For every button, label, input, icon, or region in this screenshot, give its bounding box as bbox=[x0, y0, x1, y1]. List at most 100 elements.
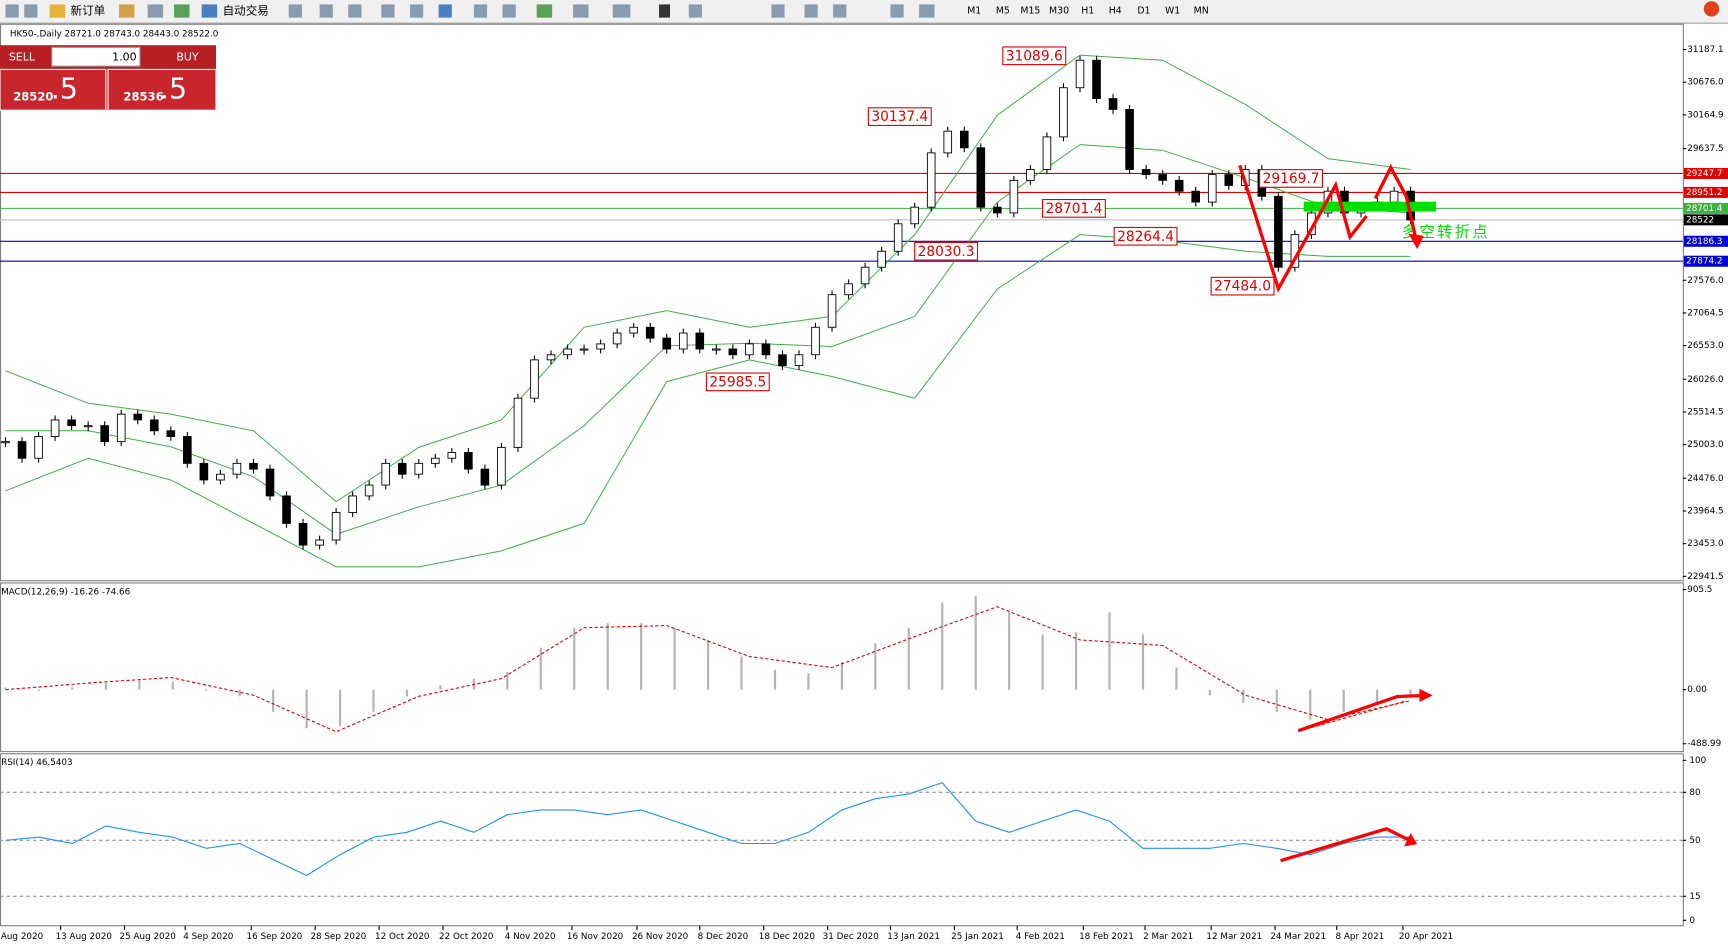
candle-body bbox=[993, 206, 1002, 214]
macd-bar bbox=[1275, 689, 1278, 712]
macd-bar bbox=[907, 627, 910, 690]
candle-body bbox=[959, 130, 969, 149]
new-order-button[interactable]: 新订单 bbox=[71, 4, 106, 18]
candle-body bbox=[67, 419, 76, 427]
x-tick-label: 18 Dec 2020 bbox=[759, 932, 816, 942]
buy-label[interactable]: BUY bbox=[176, 50, 199, 63]
y-tick-label: 0 bbox=[1689, 916, 1695, 926]
y-tick-label: 0.00 bbox=[1687, 685, 1707, 695]
macd-bar bbox=[974, 595, 977, 690]
macd-bar bbox=[640, 623, 643, 690]
arrow-head bbox=[1408, 233, 1424, 250]
y-tick-label: 26026.0 bbox=[1687, 375, 1724, 385]
volume-input[interactable] bbox=[51, 46, 141, 67]
price-annotation-box bbox=[1002, 46, 1067, 66]
icon bbox=[688, 4, 702, 18]
buy-price: 28536 bbox=[123, 89, 163, 103]
x-tick-label: 2 Mar 2021 bbox=[1143, 932, 1193, 942]
auto-trading-button[interactable]: 自动交易 bbox=[223, 4, 269, 18]
candle-body bbox=[778, 354, 787, 367]
candle-body bbox=[431, 457, 440, 464]
candle-body bbox=[827, 294, 837, 328]
candle-body bbox=[1009, 179, 1019, 214]
y-tick-label: 27576.0 bbox=[1687, 276, 1724, 286]
icon bbox=[890, 4, 904, 18]
candle-body bbox=[149, 419, 159, 432]
timeframe-button[interactable]: M5 bbox=[996, 6, 1010, 17]
x-tick-label: 4 Sep 2020 bbox=[183, 932, 234, 942]
macd-bar bbox=[305, 689, 308, 729]
notification-icon[interactable] bbox=[1703, 1, 1720, 17]
timeframe-button[interactable]: MN bbox=[1194, 6, 1209, 17]
icon bbox=[201, 4, 218, 18]
macd-bar bbox=[439, 685, 442, 690]
timeframe-button[interactable]: W1 bbox=[1165, 6, 1180, 17]
price-annotation-box bbox=[867, 107, 932, 126]
timeframe-button[interactable]: H4 bbox=[1109, 6, 1122, 17]
candle-body bbox=[910, 206, 919, 225]
candle-body bbox=[1026, 169, 1035, 181]
icon bbox=[119, 4, 135, 18]
macd-bar bbox=[1342, 689, 1345, 712]
price-annotation-box bbox=[1041, 198, 1106, 218]
y-tick-label: 30676.0 bbox=[1687, 78, 1724, 88]
candle-body bbox=[1207, 174, 1217, 203]
candle-body bbox=[612, 332, 622, 345]
icon bbox=[147, 4, 164, 18]
y-tick-label: 23453.0 bbox=[1687, 539, 1724, 549]
buy-button[interactable] bbox=[107, 68, 217, 111]
timeframe-button[interactable]: M30 bbox=[1049, 6, 1069, 17]
sell-price: 28520 bbox=[13, 89, 53, 103]
icon bbox=[502, 4, 516, 18]
macd-bar bbox=[104, 683, 107, 690]
sell-button[interactable] bbox=[0, 68, 107, 111]
candle-body bbox=[232, 462, 242, 475]
price-annotation: 28701.4 bbox=[1045, 201, 1102, 217]
macd-bar bbox=[1141, 634, 1145, 690]
icon bbox=[174, 4, 190, 18]
timeframe-button[interactable]: M1 bbox=[967, 6, 981, 17]
macd-bar bbox=[1242, 689, 1245, 703]
x-tick-label: 8 Apr 2021 bbox=[1336, 932, 1385, 942]
panel-frame bbox=[0, 23, 1684, 582]
volume[interactable]: 1.00 bbox=[112, 50, 137, 63]
candle-body bbox=[364, 484, 374, 497]
icon bbox=[319, 4, 333, 18]
macd-bar bbox=[807, 673, 810, 690]
candle-body bbox=[844, 283, 853, 296]
candle-body bbox=[331, 512, 341, 541]
icon bbox=[659, 4, 671, 18]
icon bbox=[438, 4, 452, 18]
candle-body bbox=[860, 266, 870, 285]
y-tick-label: 15 bbox=[1689, 892, 1700, 902]
candle-body bbox=[645, 326, 655, 339]
chart-title: HK50-,Daily 28721.0 28743.0 28443.0 2852… bbox=[10, 30, 219, 40]
candle-body bbox=[893, 223, 903, 252]
price-annotation: 27484.0 bbox=[1214, 279, 1271, 295]
red-arrow bbox=[1373, 163, 1419, 246]
candle-body bbox=[943, 130, 953, 154]
timeframe-button[interactable]: M15 bbox=[1020, 6, 1040, 17]
candle-body bbox=[563, 348, 572, 356]
candle-body bbox=[530, 359, 539, 399]
candle-body bbox=[249, 462, 258, 470]
candle-body bbox=[1125, 108, 1134, 170]
sell-label[interactable]: SELL bbox=[9, 50, 36, 63]
icon bbox=[804, 4, 818, 18]
macd-bar bbox=[941, 602, 944, 690]
x-tick-label: Aug 2020 bbox=[1, 932, 44, 942]
price-annotation-box bbox=[1259, 169, 1323, 188]
timeframe-button[interactable]: H1 bbox=[1081, 6, 1094, 17]
macd-bar bbox=[506, 671, 509, 690]
y-tick-label: 905.5 bbox=[1687, 585, 1712, 595]
arrow-head bbox=[1419, 688, 1433, 702]
rsi-line bbox=[5, 782, 1411, 877]
macd-bar bbox=[773, 669, 777, 690]
candle-body bbox=[579, 348, 589, 351]
candle-body bbox=[745, 343, 754, 356]
timeframe-button[interactable]: D1 bbox=[1137, 6, 1150, 17]
candle-body bbox=[1108, 98, 1118, 110]
x-tick-label: 24 Mar 2021 bbox=[1270, 932, 1326, 942]
